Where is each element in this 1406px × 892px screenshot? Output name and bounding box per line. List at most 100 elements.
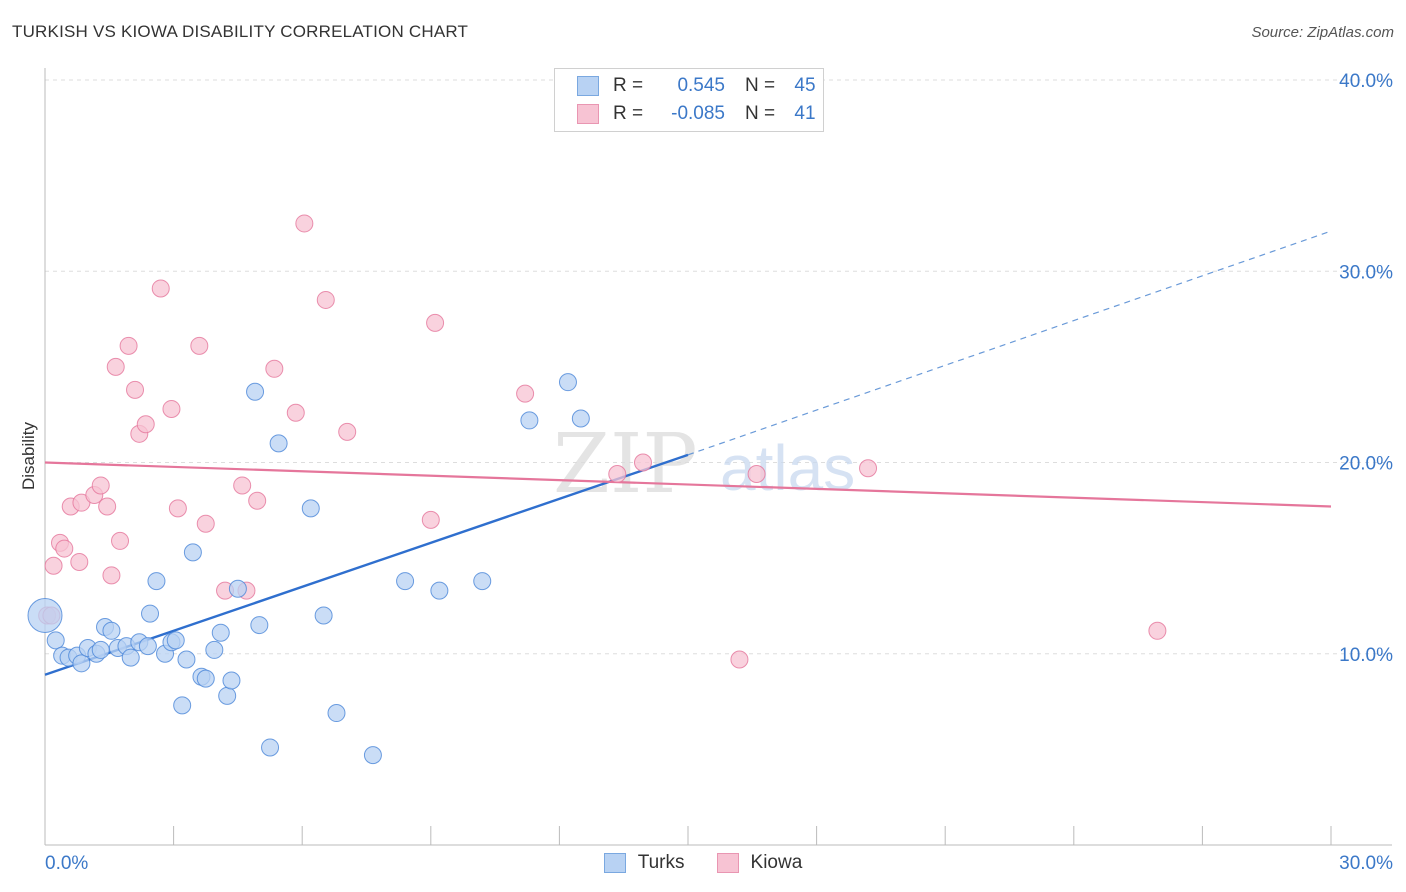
turks-point	[27, 598, 63, 633]
y-tick-label: 10.0%	[1339, 645, 1393, 666]
turks-n-label: N =	[745, 75, 776, 96]
turks-trend-extension	[687, 230, 1332, 456]
kiowa-point	[44, 556, 63, 575]
turks-r-value: 0.545	[677, 75, 725, 96]
watermark-atlas: atlas	[720, 432, 855, 504]
kiowa-trend-line	[44, 461, 1332, 508]
turks-point	[183, 543, 202, 562]
turks-point	[558, 373, 577, 392]
kiowa-point	[248, 491, 267, 510]
kiowa-point	[516, 384, 535, 403]
kiowa-r-value: -0.085	[671, 103, 725, 124]
turks-point	[327, 704, 346, 723]
stats-legend: R = 0.545 N = 45 R = -0.085 N = 41	[554, 68, 824, 132]
kiowa-point	[151, 279, 170, 298]
turks-point	[314, 606, 333, 625]
turks-point	[205, 640, 224, 659]
kiowa-r-label: R =	[613, 103, 644, 124]
turks-point	[246, 382, 265, 401]
kiowa-swatch	[577, 104, 599, 124]
turks-r-label: R =	[613, 75, 644, 96]
legend-item-kiowa: Kiowa	[716, 852, 803, 874]
kiowa-point	[111, 531, 130, 550]
turks-point	[520, 411, 539, 430]
turks-point	[46, 631, 65, 650]
turks-point	[173, 696, 192, 715]
kiowa-legend-label: Kiowa	[750, 852, 803, 873]
kiowa-point	[316, 290, 335, 309]
turks-swatch	[577, 76, 599, 96]
turks-point	[72, 654, 91, 673]
turks-n-value: 45	[794, 75, 816, 96]
legend-row-kiowa: R = -0.085 N = 41	[577, 101, 825, 127]
turks-point	[102, 621, 121, 640]
turks-point	[571, 409, 590, 428]
kiowa-legend-swatch	[716, 853, 739, 873]
kiowa-n-value: 41	[794, 103, 816, 124]
kiowa-point	[196, 514, 215, 533]
turks-point	[147, 572, 166, 591]
kiowa-point	[136, 415, 155, 434]
kiowa-point	[126, 380, 145, 399]
kiowa-point	[286, 403, 305, 422]
turks-point	[177, 650, 196, 669]
turks-point	[222, 671, 241, 690]
kiowa-point	[233, 476, 252, 495]
y-tick-label: 30.0%	[1339, 262, 1393, 283]
turks-point	[301, 499, 320, 518]
turks-trend-line	[44, 453, 689, 676]
x-tick-label: 30.0%	[1339, 853, 1393, 874]
turks-point	[211, 623, 230, 642]
y-tick-label: 40.0%	[1339, 71, 1393, 92]
turks-legend-label: Turks	[637, 852, 685, 873]
chart-title: TURKISH VS KIOWA DISABILITY CORRELATION …	[12, 22, 469, 41]
kiowa-point	[168, 499, 187, 518]
watermark-zip: ZIP	[553, 417, 698, 512]
turks-point	[473, 572, 492, 591]
kiowa-point	[1148, 621, 1167, 640]
kiowa-point	[106, 357, 125, 376]
turks-legend-swatch	[603, 853, 626, 873]
gridlines	[45, 79, 1392, 655]
kiowa-point	[119, 336, 138, 355]
legend-row-turks: R = 0.545 N = 45	[577, 73, 825, 99]
turks-point	[363, 746, 382, 765]
kiowa-point	[265, 359, 284, 378]
kiowa-point	[633, 453, 652, 472]
kiowa-point	[91, 476, 110, 495]
turks-point	[218, 686, 237, 705]
turks-point	[228, 579, 247, 598]
y-axis-label: Disability	[19, 421, 38, 490]
kiowa-point	[338, 422, 357, 441]
watermark: ZIP atlas	[553, 417, 855, 512]
kiowa-point	[70, 552, 89, 571]
y-tick-label: 20.0%	[1339, 454, 1393, 475]
kiowa-point	[190, 336, 209, 355]
data-points	[27, 214, 1167, 765]
turks-point	[261, 738, 280, 757]
kiowa-point	[98, 497, 117, 516]
axes	[44, 68, 1392, 846]
turks-point	[396, 572, 415, 591]
source-label: Source: ZipAtlas.com	[1251, 24, 1394, 41]
series-legend: Turks Kiowa	[0, 852, 1406, 874]
kiowa-point	[55, 539, 74, 558]
kiowa-point	[426, 313, 445, 332]
kiowa-point	[295, 214, 314, 233]
turks-point	[196, 669, 215, 688]
trend-lines	[44, 230, 1332, 676]
tick-labels: 10.0% 20.0% 30.0% 40.0% 0.0% 30.0%	[45, 71, 1393, 874]
kiowa-point	[421, 510, 440, 529]
kiowa-point	[747, 464, 766, 483]
turks-point	[269, 434, 288, 453]
turks-point	[91, 640, 110, 659]
kiowa-point	[102, 566, 121, 585]
turks-point	[121, 648, 140, 667]
turks-point	[250, 616, 269, 635]
turks-point	[138, 637, 157, 656]
kiowa-point	[730, 650, 749, 669]
x-tick-label: 0.0%	[45, 853, 88, 874]
kiowa-point	[859, 459, 878, 478]
legend-item-turks: Turks	[603, 852, 685, 874]
